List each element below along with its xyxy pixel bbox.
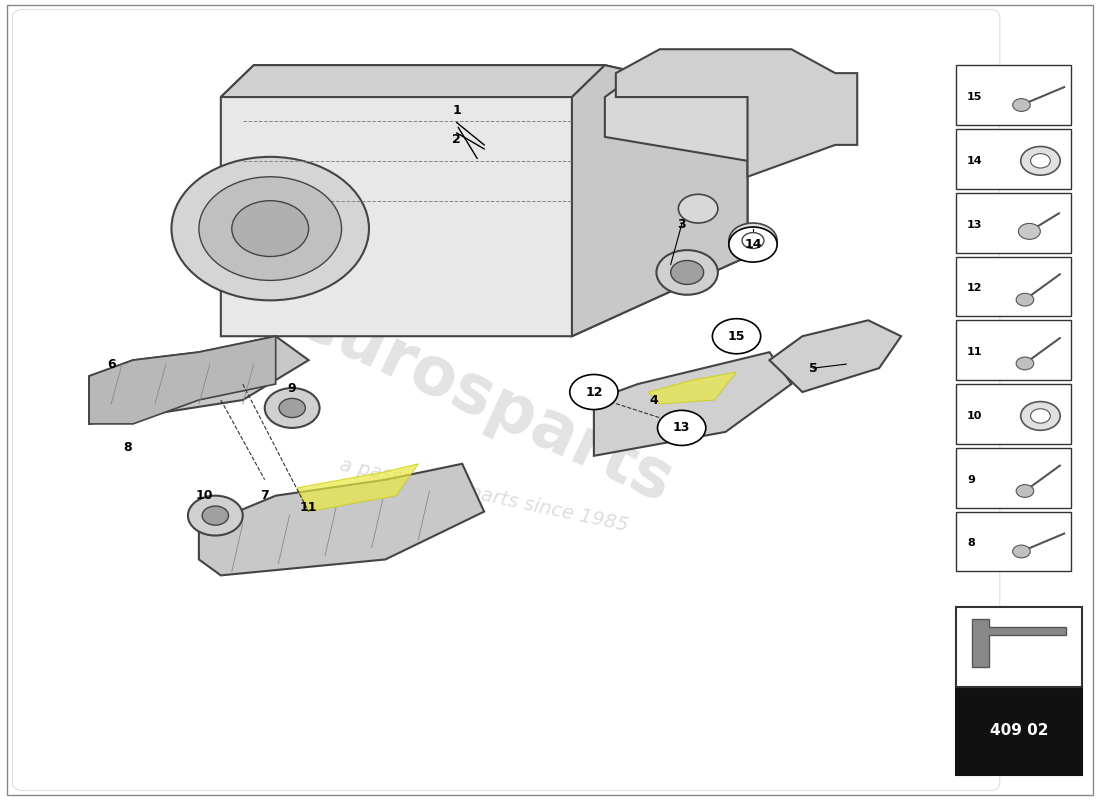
Polygon shape — [972, 619, 1066, 667]
Text: 4: 4 — [650, 394, 659, 406]
Text: 9: 9 — [288, 382, 297, 394]
Circle shape — [1021, 402, 1060, 430]
Polygon shape — [199, 464, 484, 575]
Circle shape — [570, 374, 618, 410]
Text: 15: 15 — [967, 92, 982, 102]
FancyBboxPatch shape — [956, 384, 1071, 444]
FancyBboxPatch shape — [956, 129, 1071, 189]
FancyBboxPatch shape — [956, 512, 1071, 571]
Text: 6: 6 — [107, 358, 116, 370]
Text: 8: 8 — [123, 442, 132, 454]
Text: a passion for parts since 1985: a passion for parts since 1985 — [338, 456, 630, 535]
Circle shape — [1021, 146, 1060, 175]
Polygon shape — [616, 50, 857, 177]
Circle shape — [265, 388, 320, 428]
Text: 13: 13 — [673, 422, 691, 434]
Text: eurosparts: eurosparts — [285, 284, 683, 516]
Circle shape — [1031, 409, 1050, 423]
Text: 1: 1 — [452, 104, 461, 117]
Circle shape — [729, 227, 777, 262]
Polygon shape — [572, 65, 748, 336]
Circle shape — [232, 201, 309, 257]
Text: 409 02: 409 02 — [990, 723, 1049, 738]
Polygon shape — [298, 464, 418, 512]
Circle shape — [1013, 545, 1031, 558]
Circle shape — [1019, 223, 1041, 239]
Text: 2: 2 — [452, 133, 461, 146]
Text: 10: 10 — [196, 489, 213, 502]
Polygon shape — [769, 320, 901, 392]
Circle shape — [729, 223, 777, 258]
Circle shape — [671, 261, 704, 285]
Text: 5: 5 — [808, 362, 817, 374]
Text: 13: 13 — [967, 220, 982, 230]
Text: 3: 3 — [678, 218, 686, 231]
Circle shape — [1031, 154, 1050, 168]
Circle shape — [279, 398, 306, 418]
Polygon shape — [89, 336, 309, 424]
FancyBboxPatch shape — [956, 257, 1071, 316]
Polygon shape — [221, 65, 748, 336]
Text: 10: 10 — [967, 411, 982, 421]
Polygon shape — [605, 73, 824, 161]
FancyBboxPatch shape — [956, 193, 1071, 253]
Polygon shape — [649, 372, 737, 404]
Circle shape — [658, 410, 706, 446]
Circle shape — [679, 194, 718, 223]
FancyBboxPatch shape — [956, 687, 1082, 774]
FancyBboxPatch shape — [956, 65, 1071, 125]
Circle shape — [172, 157, 368, 300]
Circle shape — [1016, 485, 1034, 498]
Text: 14: 14 — [745, 238, 761, 251]
Text: 7: 7 — [261, 489, 270, 502]
FancyBboxPatch shape — [956, 607, 1082, 687]
FancyBboxPatch shape — [956, 448, 1071, 508]
Text: 14: 14 — [967, 156, 982, 166]
Text: 15: 15 — [728, 330, 746, 342]
Polygon shape — [89, 336, 276, 424]
Text: 11: 11 — [300, 501, 318, 514]
Circle shape — [202, 506, 229, 525]
Circle shape — [1016, 294, 1034, 306]
Text: 12: 12 — [585, 386, 603, 398]
Text: 8: 8 — [967, 538, 975, 549]
Polygon shape — [221, 65, 605, 97]
Circle shape — [1016, 357, 1034, 370]
FancyBboxPatch shape — [12, 10, 1000, 790]
Circle shape — [742, 233, 764, 249]
FancyBboxPatch shape — [956, 320, 1071, 380]
Circle shape — [1013, 98, 1031, 111]
Text: 9: 9 — [967, 474, 975, 485]
Polygon shape — [594, 352, 791, 456]
Text: 11: 11 — [967, 347, 982, 357]
Circle shape — [199, 177, 341, 281]
Circle shape — [713, 318, 761, 354]
Circle shape — [657, 250, 718, 294]
Text: 12: 12 — [967, 283, 982, 294]
Circle shape — [188, 496, 243, 535]
